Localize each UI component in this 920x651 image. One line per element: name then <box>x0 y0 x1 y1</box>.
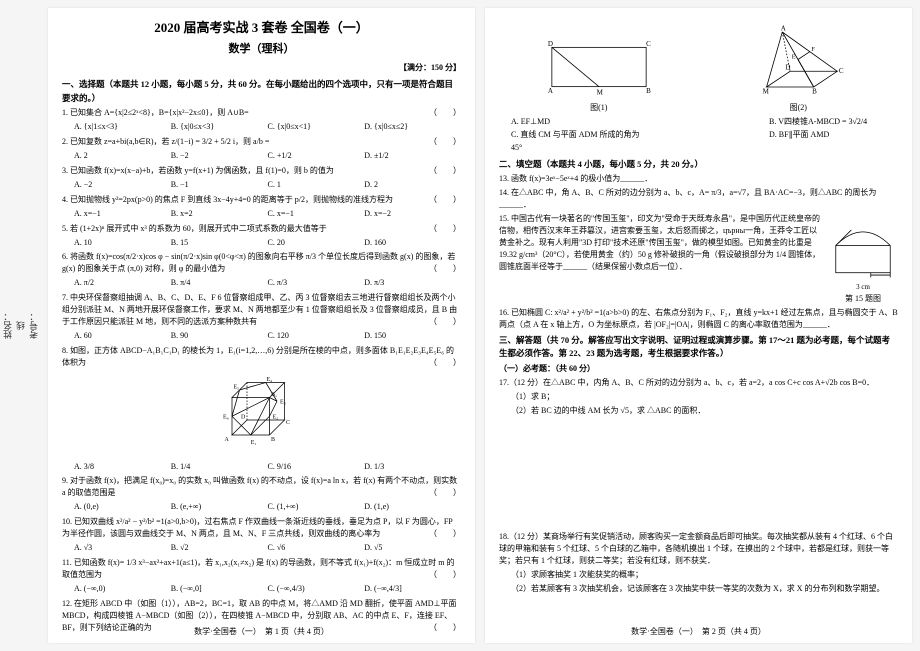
svg-text:E₄: E₄ <box>266 377 272 383</box>
binding-margin: 考号： 线 姓名： 订 班级： 装 学校： <box>0 0 40 651</box>
required-subhead: （一）必考题：（共 60 分） <box>499 363 898 375</box>
q12-opt-b: B. V四棱锥A-MBCD = 3√2/4 <box>769 116 898 129</box>
q1-opt-a: A. {x|1≤x<3} <box>74 121 171 134</box>
q2: 2. 已知复数 z=a+bi(a,b∈R)，若 z/(1−i) = 3/2 + … <box>62 136 461 148</box>
q17: 17.（12 分）在△ABC 中，内角 A、B、C 所对的边分别为 a、b、c，… <box>499 377 898 389</box>
section-1-head: 一、选择题（本题共 12 小题，每小题 5 分，共 60 分。在每小题给出的四个… <box>62 78 461 105</box>
svg-text:C: C <box>286 420 290 426</box>
svg-text:B: B <box>646 87 651 95</box>
page-1-footer: 数学·全国卷（一） 第 1 页（共 4 页） <box>48 626 475 639</box>
svg-text:D: D <box>786 64 791 72</box>
section-3-head: 三、解答题（共 70 分。解答应写出文字说明、证明过程或演算步骤。第 17～21… <box>499 334 898 361</box>
svg-text:E₆: E₆ <box>223 414 229 420</box>
q7: 7. 中央环保督察组抽调 A、B、C、D、E、F 6 位督察组成甲、乙、丙 3 … <box>62 292 461 328</box>
label-line: 线 <box>14 321 27 330</box>
q1: 1. 已知集合 A={x|2≤2ˣ<8}，B={x|x²−2x≤0}，则 A∪B… <box>62 107 461 119</box>
q12-opt-c: C. 直线 CM 与平面 ADM 所成的角为 45° <box>511 129 640 155</box>
q17-part2: （2）若 BC 边的中线 AM 长为 √5，求 △ABC 的面积． <box>499 405 898 417</box>
svg-text:D: D <box>241 414 246 420</box>
q1-opt-c: C. {x|0≤x<1} <box>268 121 365 134</box>
q11: 11. 已知函数 f(x)= 1/3 x³−ax²+ax+1(a≤1)，若 x₁… <box>62 557 461 581</box>
svg-text:M: M <box>596 89 603 97</box>
q10: 10. 已知双曲线 x²/a² − y²/b² =1(a>0,b>0)，过右焦点… <box>62 516 461 540</box>
q8-figure: A B C D B₁ E₁ E₂ E₃ E₄ E₅ E₆ <box>62 375 461 455</box>
svg-text:C: C <box>646 40 651 48</box>
full-score: 【满分：150 分】 <box>62 62 461 75</box>
q15: 3 cm 第 15 题图 15. 中国古代有一块著名的"传国玉玺"，印文为"受命… <box>499 213 898 273</box>
svg-text:M: M <box>763 87 770 95</box>
fig2-label: 图(2) <box>743 102 853 115</box>
svg-text:E₂: E₂ <box>272 414 278 420</box>
exam-title: 2020 届高考实战 3 套卷 全国卷（一） <box>62 18 461 39</box>
label-name: 姓名： <box>1 312 14 339</box>
svg-text:C: C <box>839 67 844 75</box>
svg-text:A: A <box>548 87 554 95</box>
page-2-footer: 数学·全国卷（一） 第 2 页（共 4 页） <box>485 626 912 639</box>
svg-text:A: A <box>781 24 787 32</box>
q12-opt-d: D. BF∥平面 AMD <box>769 129 898 155</box>
svg-text:E: E <box>792 54 796 61</box>
q12-figures: D C A M B 图(1) A D C M B E F <box>499 22 898 114</box>
q12-opt-a: A. EF⊥MD <box>511 116 640 129</box>
page-1: 2020 届高考实战 3 套卷 全国卷（一） 数学（理科） 【满分：150 分】… <box>48 8 475 643</box>
q13: 13. 函数 f(x)=3eˣ−5eˣ+4 的极小值为______． <box>499 173 898 185</box>
q14: 14. 在△ABC 中，角 A、B、C 所对的边分别为 a、b、c，A= π/3… <box>499 187 898 211</box>
svg-text:B: B <box>812 87 817 95</box>
q1-opt-d: D. {x|0≤x≤2} <box>364 121 461 134</box>
page-2: D C A M B 图(1) A D C M B E F <box>485 8 912 643</box>
q18: 18.（12 分）某商场举行有奖促销活动，顾客购买一定金额商品后即可抽奖。每次抽… <box>499 531 898 567</box>
q4: 4. 已知抛物线 y²=2px(p>0) 的焦点 F 到直线 3x−4y+4=0… <box>62 194 461 206</box>
q9: 9. 对于函数 f(x)，把满足 f(x₀)=x₀ 的实数 x₀ 叫做函数 f(… <box>62 475 461 499</box>
svg-text:E₃: E₃ <box>280 399 286 405</box>
pages-container: 2020 届高考实战 3 套卷 全国卷（一） 数学（理科） 【满分：150 分】… <box>40 0 920 651</box>
label-exam-no: 考号： <box>27 312 40 339</box>
q6: 6. 将函数 f(x)=cos(π/2·x)cos φ − sin(π/2·x)… <box>62 251 461 275</box>
svg-text:A: A <box>224 437 229 443</box>
fig1-label: 图(1) <box>544 102 654 115</box>
q1-opt-b: B. {x|0≤x<3} <box>171 121 268 134</box>
q16: 16. 已知椭圆 C: x²/a² + y²/b² =1(a>b>0) 的左、右… <box>499 307 898 331</box>
q15-fig-label: 第 15 题图 <box>828 293 898 305</box>
q17-part1: （1）求 B； <box>499 391 898 403</box>
svg-text:D: D <box>548 40 553 48</box>
exam-subtitle: 数学（理科） <box>62 41 461 59</box>
svg-text:E₅: E₅ <box>233 384 239 390</box>
svg-text:B₁: B₁ <box>271 392 277 398</box>
label-seal: 订 <box>0 321 1 330</box>
q18-part2: （2）若某顾客有 3 次抽奖机会，记该顾客在 3 次抽奖中获一等奖的次数为 X，… <box>499 583 898 595</box>
svg-text:B: B <box>271 437 275 443</box>
q18-part1: （1）求顾客抽奖 1 次能获奖的概率； <box>499 569 898 581</box>
q5: 5. 若 (1+2x)ⁿ 展开式中 x³ 的系数为 60，则展开式中二项式系数的… <box>62 223 461 235</box>
section-2-head: 二、填空题（本题共 4 小题，每小题 5 分，共 20 分。） <box>499 158 898 172</box>
svg-text:F: F <box>812 46 816 53</box>
q3: 3. 已知函数 f(x)=x(x−a)+b，若函数 y=f(x+1) 为偶函数，… <box>62 165 461 177</box>
svg-text:E₁: E₁ <box>250 440 256 446</box>
q8: 8. 如图，正方体 ABCD−A₁B₁C₁D₁ 的棱长为 1，E₁(i=1,2,… <box>62 345 461 369</box>
q15-figure: 3 cm 第 15 题图 <box>828 213 898 305</box>
